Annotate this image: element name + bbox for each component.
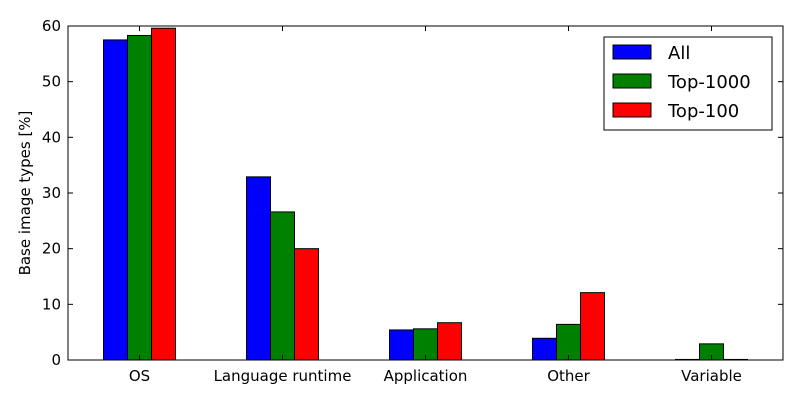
x-ticks-group: OS Language runtime Application Other Variab… xyxy=(129,26,742,385)
y-tick-label: 30 xyxy=(42,184,61,202)
legend-swatch-top-100 xyxy=(612,102,652,118)
y-axis-label: Base image types [%] xyxy=(16,111,34,276)
bar-application-top-1000 xyxy=(413,328,438,361)
y-tick-label: 20 xyxy=(42,240,61,258)
bar-os-all xyxy=(103,39,128,361)
bar-language-runtime-top-100 xyxy=(294,248,319,361)
x-tick-label: Language runtime xyxy=(214,367,352,385)
bar-other-all xyxy=(532,337,557,361)
bar-os-top-1000 xyxy=(127,34,152,361)
y-tick-label: 50 xyxy=(42,73,61,91)
x-tick-label: Other xyxy=(547,367,590,385)
y-tick-label: 0 xyxy=(51,351,61,369)
legend: All Top-1000 Top-100 xyxy=(603,36,773,131)
bar-language-runtime-all xyxy=(246,176,271,361)
bar-language-runtime-top-1000 xyxy=(270,211,295,361)
x-tick-label: Application xyxy=(384,367,468,385)
bar-application-all xyxy=(389,329,414,361)
legend-label-all: All xyxy=(668,43,690,64)
bar-os-top-100 xyxy=(151,27,176,361)
y-ticks-group: 0 10 20 30 40 50 60 xyxy=(42,17,783,369)
legend-swatch-top-1000 xyxy=(612,73,652,89)
legend-swatch-all xyxy=(612,44,652,60)
legend-label-top-1000: Top-1000 xyxy=(667,72,751,93)
bars-group xyxy=(103,27,748,361)
bar-other-top-100 xyxy=(580,292,605,361)
plot-area-frame xyxy=(67,25,784,361)
legend-label-top-100: Top-100 xyxy=(667,101,739,122)
x-tick-label: Variable xyxy=(681,367,742,385)
y-tick-label: 60 xyxy=(42,17,61,35)
bar-other-top-1000 xyxy=(556,323,581,361)
bar-application-top-100 xyxy=(437,322,462,361)
x-tick-label: OS xyxy=(129,367,150,385)
y-tick-label: 40 xyxy=(42,128,61,146)
y-tick-label: 10 xyxy=(42,295,61,313)
